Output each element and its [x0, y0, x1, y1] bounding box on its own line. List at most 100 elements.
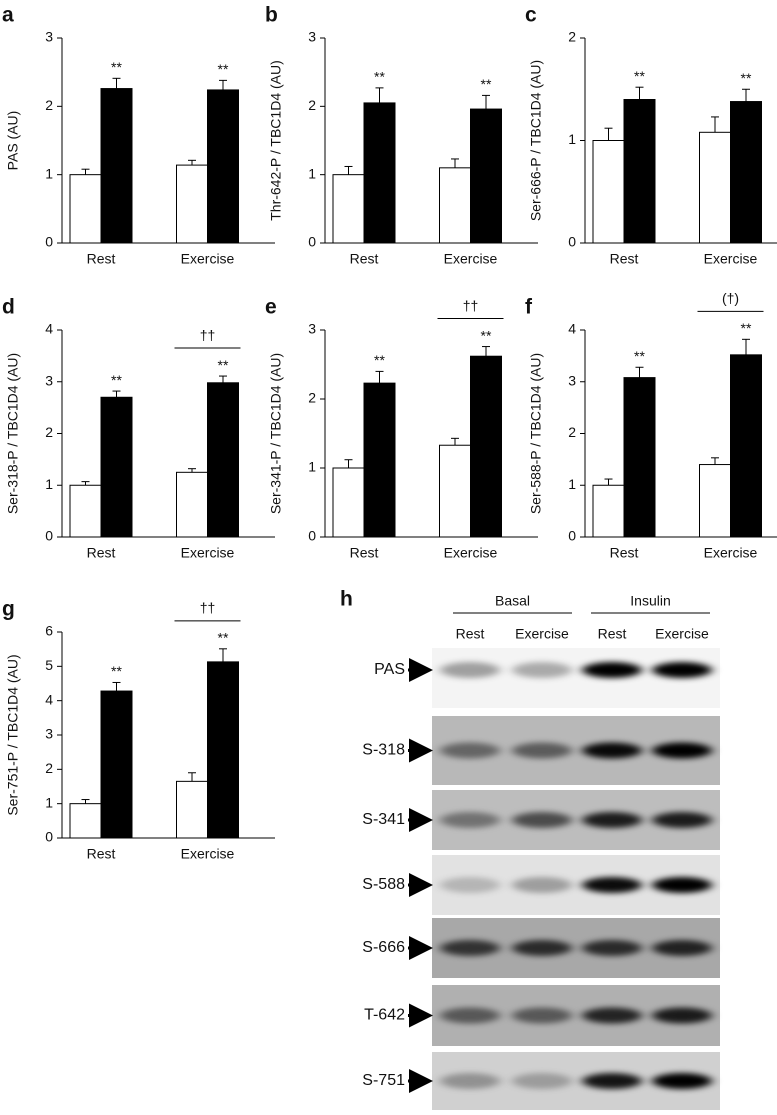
bar: [699, 464, 731, 538]
significance-label: **: [634, 68, 645, 84]
lane-label: Exercise: [515, 626, 569, 642]
bar: [69, 484, 102, 538]
group-label: Insulin: [630, 593, 670, 609]
bar: [592, 140, 625, 244]
y-axis-label: Ser-751-P / TBC1D4 (AU): [5, 654, 21, 815]
bar: [363, 382, 396, 538]
significance-label: **: [218, 357, 229, 373]
bar: [592, 484, 625, 538]
bar: [623, 99, 656, 244]
y-tick-label: 5: [45, 657, 53, 673]
bar-chart: f Ser-588-P / TBC1D4 (AU) 0 1 2 3 4 Rest ** Exerc…: [525, 290, 777, 561]
significance-label: **: [741, 70, 752, 86]
bar: [363, 102, 396, 244]
bar: [207, 382, 239, 538]
y-tick-label: 0: [568, 528, 576, 544]
y-tick-label: 0: [568, 234, 576, 250]
blot-band: [582, 662, 642, 678]
x-tick-label: Rest: [610, 251, 639, 267]
bar: [176, 164, 208, 244]
bar: [332, 174, 365, 244]
blot-band: [512, 812, 572, 828]
y-tick-label: 0: [45, 234, 53, 250]
bar: [332, 467, 365, 538]
blot-band: [652, 742, 712, 759]
panel-letter: e: [265, 296, 277, 319]
blot-band: [652, 1007, 712, 1024]
bar: [100, 88, 133, 244]
y-tick-label: 0: [308, 234, 316, 250]
lane-label: Rest: [456, 626, 485, 642]
y-axis-label: PAS (AU): [5, 111, 21, 171]
y-tick-label: 1: [45, 476, 53, 492]
blot-band: [652, 1073, 712, 1089]
blot-strip: [432, 648, 720, 708]
y-tick-label: 1: [568, 131, 576, 147]
blot-band: [512, 877, 572, 893]
x-tick-label: Rest: [350, 545, 379, 561]
bar-chart: g Ser-751-P / TBC1D4 (AU) 0 1 2 3 4 5 6 Rest ** Exe…: [2, 598, 275, 862]
panel-letter: b: [265, 4, 278, 27]
y-tick-label: 4: [568, 321, 576, 337]
y-tick-label: 1: [45, 165, 53, 181]
panel-letter: d: [2, 296, 15, 319]
y-axis-label: Ser-318-P / TBC1D4 (AU): [5, 353, 21, 514]
blot-band: [440, 877, 500, 893]
blot-band: [440, 662, 500, 678]
x-tick-label: Rest: [610, 545, 639, 561]
row-label: S-341: [362, 811, 405, 828]
bar: [100, 690, 133, 839]
bar: [439, 167, 471, 244]
significance-label: **: [634, 348, 645, 364]
blot-band: [512, 662, 572, 678]
x-tick-label: Exercise: [444, 545, 498, 561]
bar-chart: e Ser-341-P / TBC1D4 (AU) 0 1 2 3 Rest ** Exerci…: [265, 296, 538, 561]
x-tick-label: Rest: [87, 545, 116, 561]
row-label: S-666: [362, 939, 405, 956]
blot-band: [440, 742, 500, 759]
blot-band: [512, 1073, 572, 1089]
bar: [176, 471, 208, 538]
bar: [730, 354, 762, 538]
significance-label: **: [218, 630, 229, 646]
x-tick-label: Exercise: [181, 545, 235, 561]
panel-letter: a: [2, 4, 14, 27]
bar: [470, 355, 502, 538]
bar: [207, 89, 239, 244]
blot-band: [582, 940, 642, 956]
y-axis-label: Ser-666-P / TBC1D4 (AU): [528, 60, 544, 221]
bar-chart: a PAS (AU) 0 1 2 3 Rest ** Exercise **: [2, 4, 275, 267]
x-tick-label: Exercise: [704, 251, 758, 267]
y-axis-label: Ser-341-P / TBC1D4 (AU): [268, 353, 284, 514]
bar: [207, 661, 239, 839]
y-tick-label: 4: [45, 321, 53, 337]
blot-band: [652, 812, 712, 828]
y-tick-label: 0: [45, 829, 53, 845]
blot-band: [440, 812, 500, 828]
bar: [439, 444, 471, 538]
x-tick-label: Exercise: [444, 251, 498, 267]
y-tick-label: 0: [45, 528, 53, 544]
lane-label: Rest: [598, 626, 627, 642]
significance-label: **: [218, 61, 229, 77]
significance-label: **: [111, 59, 122, 75]
y-axis-label: Thr-642-P / TBC1D4 (AU): [268, 60, 284, 221]
y-tick-label: 2: [308, 390, 316, 406]
bar: [69, 803, 102, 839]
significance-label: **: [481, 76, 492, 92]
bar: [69, 174, 102, 244]
y-tick-label: 6: [45, 623, 53, 639]
row-label: S-318: [362, 742, 405, 759]
y-tick-label: 1: [568, 476, 576, 492]
x-tick-label: Rest: [87, 251, 116, 267]
row-label: S-751: [362, 1072, 405, 1089]
y-tick-label: 3: [45, 726, 53, 742]
panel-letter: f: [525, 296, 533, 319]
blot-band: [652, 662, 712, 678]
y-tick-label: 2: [45, 97, 53, 113]
bar: [730, 101, 762, 244]
significance-label: **: [374, 69, 385, 85]
blot-band: [652, 940, 712, 956]
y-tick-label: 1: [308, 459, 316, 475]
